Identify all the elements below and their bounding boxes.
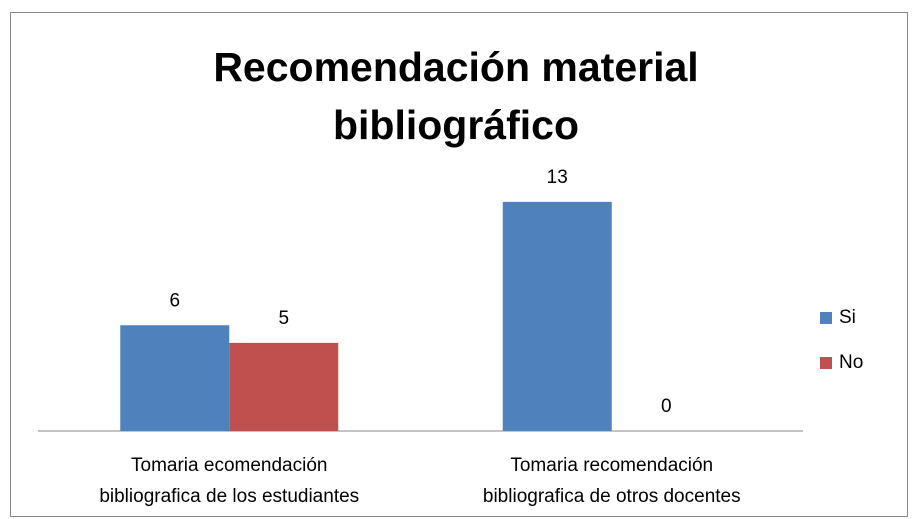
x-tick-label: Tomaria recomendación [510,455,713,476]
data-label: 5 [278,308,289,329]
x-tick-label: bibliografica de otros docentes [483,486,741,507]
data-label: 6 [169,290,180,311]
x-tick-label: bibliografica de los estudiantes [99,486,359,507]
bar [120,325,230,431]
legend-swatch [820,312,832,324]
chart-border [10,12,908,517]
chart-title: Recomendación material bibliográfico [213,44,699,148]
data-label: 13 [547,167,568,188]
legend-swatch [820,357,832,369]
data-label: 0 [661,396,672,417]
x-tick-label: Tomaria ecomendación [131,455,327,476]
bar [229,342,339,431]
bar [502,201,612,431]
legend-label: Si [839,307,856,328]
legend-label: No [839,352,863,373]
